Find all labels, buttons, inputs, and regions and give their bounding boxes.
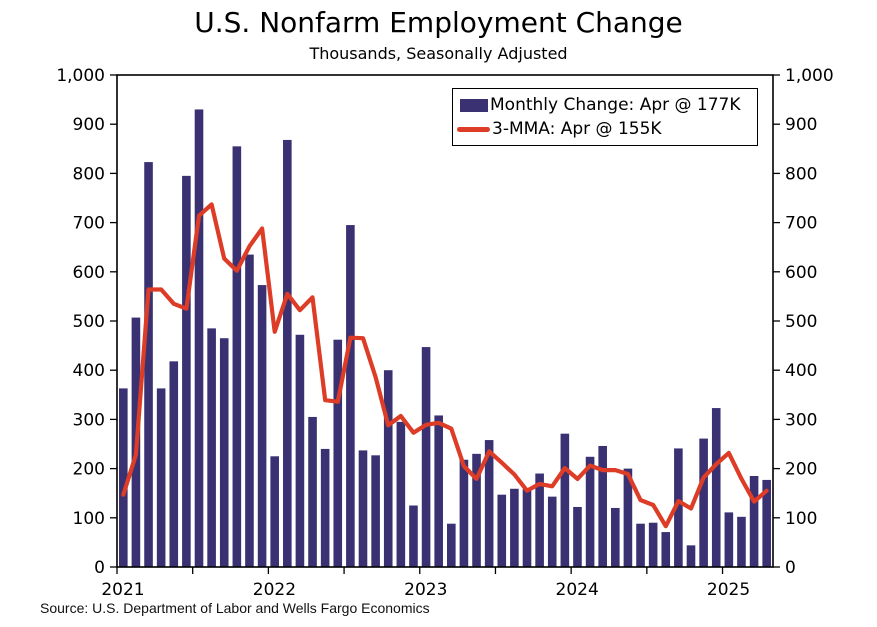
bar-Apr-2025 bbox=[762, 479, 771, 567]
bar-Dec-2022 bbox=[409, 505, 418, 567]
bar-Oct-2024 bbox=[686, 545, 696, 567]
bar-Mar-2023 bbox=[447, 523, 456, 567]
bar-Apr-2022 bbox=[308, 416, 317, 567]
bar-Jan-2024 bbox=[573, 506, 582, 567]
bar-Jan-2022 bbox=[270, 456, 279, 567]
bar-Jul-2022 bbox=[346, 225, 355, 567]
x-axis-year-label: 2024 bbox=[556, 580, 599, 600]
bar-Jun-2023 bbox=[484, 440, 494, 567]
bar-Dec-2021 bbox=[257, 285, 267, 567]
y-axis-label-right: 900 bbox=[785, 115, 817, 135]
bar-Mar-2025 bbox=[749, 475, 759, 567]
bar-Jan-2025 bbox=[724, 512, 734, 567]
bar-Jun-2024 bbox=[636, 523, 645, 567]
bar-Sep-2024 bbox=[674, 448, 683, 567]
y-axis-label-right: 300 bbox=[785, 410, 817, 430]
bar-Nov-2024 bbox=[699, 438, 708, 567]
bar-Aug-2021 bbox=[207, 328, 216, 567]
bar-Aug-2024 bbox=[661, 532, 671, 567]
x-axis-year-label: 2023 bbox=[404, 580, 447, 600]
mma-line-swatch-icon bbox=[457, 126, 490, 132]
bar-Aug-2022 bbox=[358, 450, 368, 567]
y-axis-label-right: 1,000 bbox=[785, 66, 834, 86]
y-axis-label-left: 100 bbox=[73, 509, 105, 529]
bar-Feb-2024 bbox=[585, 456, 595, 567]
bar-Jul-2024 bbox=[648, 522, 658, 567]
y-axis-label-right: 400 bbox=[785, 361, 817, 381]
bar-Apr-2023 bbox=[459, 459, 469, 567]
bar-Nov-2021 bbox=[245, 254, 254, 567]
y-axis-label-right: 800 bbox=[785, 164, 817, 184]
bar-Sep-2022 bbox=[371, 455, 380, 567]
bar-Mar-2022 bbox=[295, 334, 305, 567]
y-axis-label-left: 0 bbox=[94, 558, 105, 578]
y-axis-label-right: 500 bbox=[785, 312, 817, 332]
chart-title: U.S. Nonfarm Employment Change bbox=[194, 6, 683, 39]
x-axis-year-label: 2022 bbox=[253, 580, 296, 600]
bar-Feb-2022 bbox=[283, 139, 292, 567]
legend-label-monthly-change: Monthly Change: Apr @ 177K bbox=[490, 95, 741, 115]
bar-Jan-2021 bbox=[119, 388, 128, 567]
bar-Sep-2021 bbox=[219, 338, 229, 567]
y-axis-label-left: 600 bbox=[73, 263, 105, 283]
y-axis-label-right: 700 bbox=[785, 214, 817, 234]
bar-Aug-2023 bbox=[510, 488, 519, 567]
bar-Sep-2023 bbox=[522, 489, 532, 567]
y-axis-label-right: 0 bbox=[785, 558, 796, 578]
bar-Nov-2023 bbox=[547, 496, 557, 567]
bar-Nov-2022 bbox=[396, 421, 406, 567]
y-axis-label-right: 100 bbox=[785, 509, 817, 529]
bar-May-2024 bbox=[623, 468, 633, 567]
bar-Dec-2023 bbox=[560, 433, 570, 567]
y-axis-label-left: 700 bbox=[73, 214, 105, 234]
legend-item-mma: 3-MMA: Apr @ 155K bbox=[457, 119, 753, 139]
y-axis-label-right: 200 bbox=[785, 460, 817, 480]
source-note: Source: U.S. Department of Labor and Wel… bbox=[40, 600, 430, 616]
bar-Apr-2024 bbox=[611, 507, 620, 567]
legend: Monthly Change: Apr @ 177K 3-MMA: Apr @ … bbox=[452, 88, 758, 146]
y-axis-label-right: 600 bbox=[785, 263, 817, 283]
bar-Feb-2023 bbox=[434, 415, 443, 567]
monthly-change-swatch-icon bbox=[460, 98, 488, 112]
y-axis-label-left: 800 bbox=[73, 164, 105, 184]
y-axis-label-left: 300 bbox=[73, 410, 105, 430]
legend-label-mma: 3-MMA: Apr @ 155K bbox=[492, 119, 662, 139]
bar-Oct-2022 bbox=[383, 370, 393, 567]
bar-Jun-2022 bbox=[333, 339, 343, 567]
bar-May-2023 bbox=[472, 453, 481, 567]
mma-line bbox=[121, 202, 769, 529]
y-axis-label-left: 400 bbox=[73, 361, 105, 381]
chart-subtitle: Thousands, Seasonally Adjusted bbox=[309, 44, 568, 63]
bar-May-2022 bbox=[320, 448, 330, 567]
x-axis-year-label: 2021 bbox=[101, 580, 144, 600]
bar-Apr-2021 bbox=[156, 388, 166, 567]
bar-May-2021 bbox=[169, 361, 179, 567]
bar-Mar-2021 bbox=[144, 162, 153, 567]
y-axis-label-left: 900 bbox=[73, 115, 105, 135]
y-axis-label-left: 200 bbox=[73, 460, 105, 480]
bar-Jul-2023 bbox=[497, 494, 507, 567]
y-axis-label-left: 1,000 bbox=[56, 66, 105, 86]
y-axis-label-left: 500 bbox=[73, 312, 105, 332]
bar-Mar-2024 bbox=[598, 445, 607, 567]
bar-Jan-2023 bbox=[421, 347, 431, 567]
bar-Feb-2025 bbox=[737, 516, 746, 567]
bar-Jun-2021 bbox=[182, 175, 191, 568]
legend-item-monthly-change: Monthly Change: Apr @ 177K bbox=[457, 95, 753, 115]
bar-Jul-2021 bbox=[194, 109, 204, 567]
bar-Oct-2021 bbox=[232, 146, 242, 567]
bar-Dec-2024 bbox=[711, 408, 721, 567]
bar-Oct-2023 bbox=[535, 473, 544, 567]
x-axis-year-label: 2025 bbox=[707, 580, 750, 600]
